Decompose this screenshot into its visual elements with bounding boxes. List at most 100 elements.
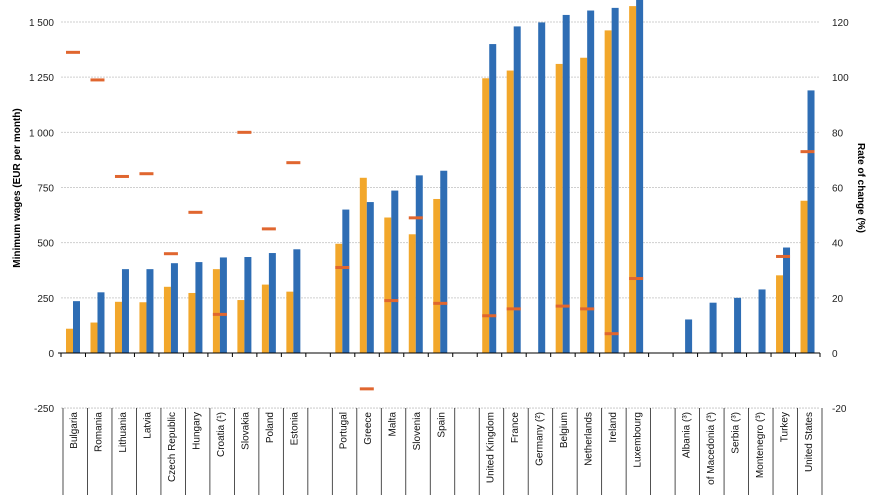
bar-series-2 xyxy=(783,247,791,353)
y2-tick-label: 120 xyxy=(832,18,849,29)
category-label: Turkey xyxy=(779,412,790,442)
category-label: Netherlands xyxy=(583,412,594,466)
rate-markers xyxy=(66,50,815,391)
rate-marker xyxy=(408,216,423,220)
bar-series-2 xyxy=(758,289,766,353)
category-labels: Bulgaria Romania Lithuania Latvia Czech Repu… xyxy=(62,408,823,495)
category-label: Greece xyxy=(363,412,374,445)
bar-series-2 xyxy=(391,190,399,353)
y-tick-label: 250 xyxy=(37,294,54,305)
y-tick-label: 500 xyxy=(37,239,54,250)
bar-series-2 xyxy=(538,22,546,353)
bar-series-2 xyxy=(244,257,252,353)
category-label: Estonia xyxy=(290,412,301,446)
bar-series-2 xyxy=(73,301,80,353)
bar-series-2 xyxy=(489,44,497,354)
bar-series-1 xyxy=(384,217,392,353)
bar-series-1 xyxy=(212,269,220,353)
bar-series-1 xyxy=(555,63,563,353)
category-label: Slovakia xyxy=(241,412,252,450)
y2-axis-title: Rate of change (%) xyxy=(855,143,866,233)
category-label: Belgium xyxy=(559,412,570,448)
bar-series-1 xyxy=(188,292,196,353)
bar-series-2 xyxy=(685,319,693,353)
y-tick-label: 1 250 xyxy=(29,73,54,84)
y-axis-title: Minimum wages (EUR per month) xyxy=(12,108,23,267)
bar-series-2 xyxy=(734,297,742,353)
rate-marker xyxy=(433,301,448,305)
category-label: Portugal xyxy=(339,412,350,449)
y2-tick-label: 0 xyxy=(832,349,838,360)
rate-marker xyxy=(335,265,350,269)
bar-series-2 xyxy=(121,269,129,353)
category-label: Slovenia xyxy=(412,412,423,451)
category-label: Ireland xyxy=(608,412,619,443)
rate-marker xyxy=(66,50,80,54)
category-label: Lithuania xyxy=(118,412,129,453)
rate-marker xyxy=(212,312,227,316)
bar-series-2 xyxy=(170,263,178,353)
category-label: Czech Republic xyxy=(167,412,178,482)
category-label: United Kingdom xyxy=(485,412,496,483)
category-label: Bulgaria xyxy=(69,412,80,449)
bar-series-1 xyxy=(408,234,416,353)
rate-marker xyxy=(384,299,399,303)
bar-series-1 xyxy=(580,57,588,354)
rate-marker xyxy=(776,254,791,258)
rate-marker xyxy=(555,304,570,308)
category-label: Spain xyxy=(437,412,448,438)
bar-series-1 xyxy=(629,6,637,354)
category-label: Montenegro (³) xyxy=(755,412,766,478)
y2-tick-label: -20 xyxy=(832,404,847,415)
bar-series-1 xyxy=(114,301,122,353)
y-tick-label: -250 xyxy=(34,404,54,415)
rate-marker xyxy=(163,252,178,256)
bar-series-2 xyxy=(219,257,227,353)
category-label: Malta xyxy=(388,412,399,437)
bar-series-1 xyxy=(482,78,490,354)
rate-marker xyxy=(139,172,154,176)
rate-marker xyxy=(261,227,276,231)
bar-series-2 xyxy=(587,10,595,354)
bar-series-1 xyxy=(433,198,441,353)
category-label: Poland xyxy=(265,412,276,443)
bar-series-2 xyxy=(268,253,276,353)
bar-series-1 xyxy=(776,275,784,353)
bar-series-2 xyxy=(293,249,301,353)
bar-series-2 xyxy=(146,269,154,353)
bar-series-1 xyxy=(604,30,612,353)
rate-marker xyxy=(580,307,595,311)
bar-series-2 xyxy=(415,175,423,353)
y2-tick-label: 60 xyxy=(832,184,844,195)
bar-series-2 xyxy=(440,170,448,353)
rate-marker xyxy=(237,130,252,134)
rate-marker xyxy=(188,210,203,214)
bar-series-1 xyxy=(335,243,343,353)
bar-series-1 xyxy=(163,286,171,353)
category-label: Luxembourg xyxy=(632,412,643,468)
bar-series-2 xyxy=(366,202,374,353)
bar-series-1 xyxy=(359,177,367,353)
axes: -250 0 250 500 750 1 000 1 250 1 500 -20 0 20 40 60 8… xyxy=(29,18,849,415)
y2-tick-label: 20 xyxy=(832,294,844,305)
rate-marker xyxy=(800,150,815,154)
bar-series-1 xyxy=(139,302,147,353)
category-label: of Macedonia (³) xyxy=(706,412,717,485)
category-label: United States xyxy=(804,412,815,472)
bar-series-2 xyxy=(195,262,203,353)
y-tick-label: 1 000 xyxy=(29,128,54,139)
y2-tick-label: 80 xyxy=(832,128,844,139)
rate-marker xyxy=(90,78,105,82)
rate-marker xyxy=(359,387,374,391)
bar-series-1 xyxy=(800,200,808,353)
category-label: France xyxy=(510,412,521,444)
bar-series-1 xyxy=(66,328,73,353)
y2-tick-label: 40 xyxy=(832,239,844,250)
rate-marker xyxy=(629,277,644,281)
category-label: Serbia (³) xyxy=(730,412,741,454)
y-tick-label: 1 500 xyxy=(29,18,54,29)
bar-series-2 xyxy=(342,209,350,353)
bar-series-2 xyxy=(636,0,644,353)
bar-series-2 xyxy=(807,90,815,353)
